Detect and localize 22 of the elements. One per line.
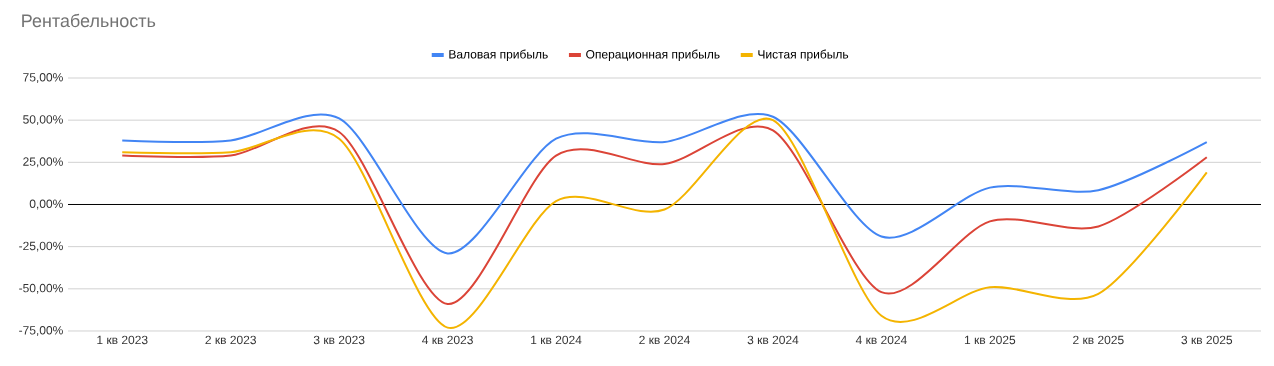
y-tick-label: 25,00% bbox=[23, 157, 63, 168]
x-tick-label: 3 кв 2025 bbox=[1181, 335, 1233, 345]
y-tick-label: -50,00% bbox=[19, 283, 63, 294]
x-tick-label: 4 кв 2023 bbox=[422, 335, 473, 345]
y-tick-label: 75,00% bbox=[23, 73, 63, 83]
x-tick-label: 1 кв 2024 bbox=[531, 335, 582, 345]
legend-label: Валовая прибыль bbox=[449, 49, 548, 61]
y-tick-label: -75,00% bbox=[19, 326, 63, 336]
x-tick-label: 1 кв 2025 bbox=[964, 335, 1016, 345]
y-tick-label: 50,00% bbox=[23, 115, 63, 126]
y-tick-label: -25,00% bbox=[19, 241, 63, 252]
legend-label: Чистая прибыль bbox=[758, 49, 849, 61]
x-tick-label: 1 кв 2023 bbox=[97, 335, 148, 345]
x-tick-label: 2 кв 2023 bbox=[205, 335, 256, 345]
chart-title: Рентабельность bbox=[22, 13, 156, 28]
x-tick-label: 3 кв 2024 bbox=[747, 335, 799, 345]
y-tick-label: 0,00% bbox=[29, 199, 63, 210]
x-tick-label: 3 кв 2023 bbox=[313, 335, 365, 345]
x-tick-label: 2 кв 2024 bbox=[639, 335, 690, 345]
x-tick-label: 4 кв 2024 bbox=[855, 335, 907, 345]
x-tick-label: 2 кв 2025 bbox=[1073, 335, 1124, 345]
legend-label: Операционная прибыль bbox=[586, 49, 720, 61]
